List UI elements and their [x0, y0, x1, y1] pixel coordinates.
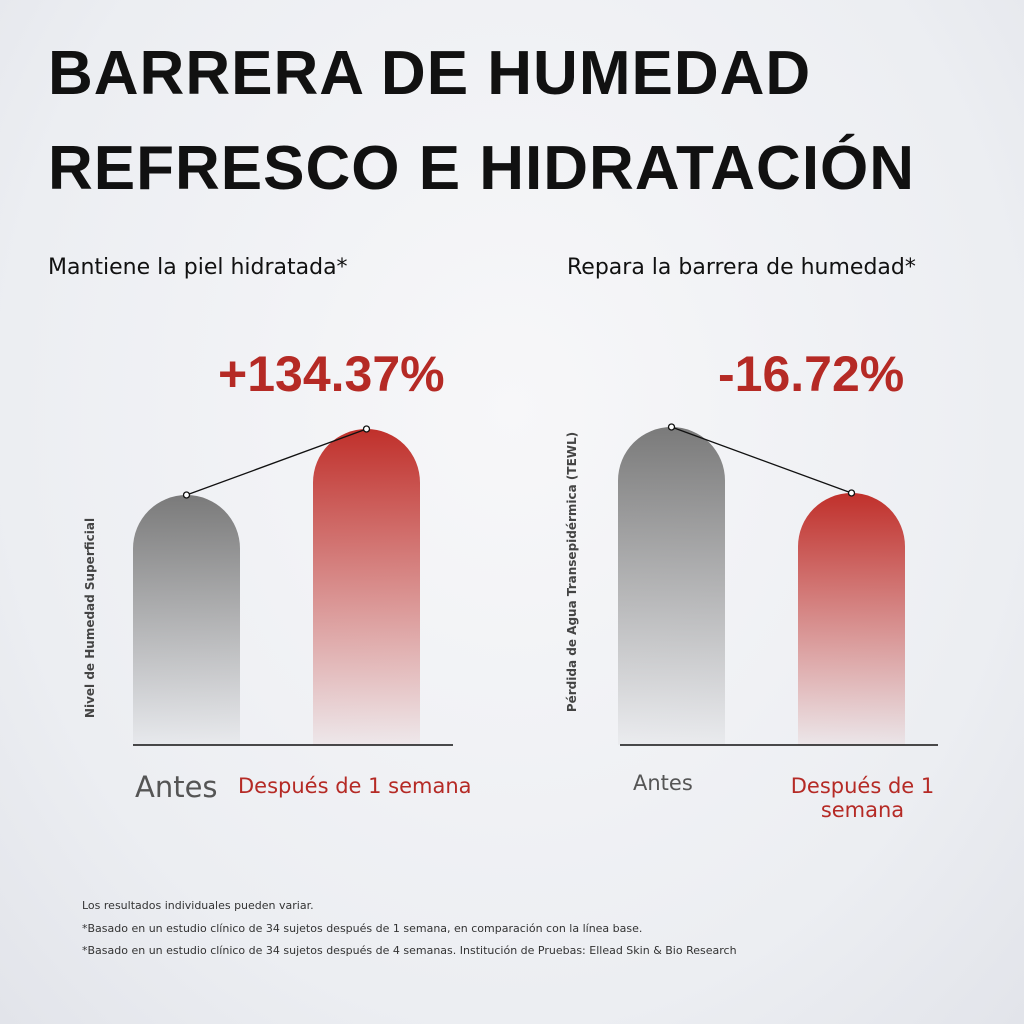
connector-line [186, 428, 367, 496]
annotation: -16.72% [718, 346, 905, 402]
point-marker [182, 491, 191, 499]
title-line: BARRERA DE HUMEDAD [48, 39, 812, 108]
x-tick-label: Antes [135, 770, 218, 804]
bar [618, 426, 725, 745]
connector-line [671, 426, 852, 494]
bar [313, 428, 420, 745]
footnote: *Basado en un estudio clínico de 34 suje… [82, 944, 737, 957]
footnote: *Basado en un estudio clínico de 34 suje… [82, 922, 643, 935]
x-tick-label: Después de 1 semana [790, 774, 935, 822]
bar [798, 493, 905, 745]
chart-subtitle: Repara la barrera de humedad* [567, 255, 916, 280]
point-marker [667, 423, 676, 431]
point-marker [362, 425, 371, 433]
y-axis-label: Pérdida de Agua Transepidérmica (TEWL) [565, 431, 579, 713]
x-tick-label: Antes [633, 771, 693, 795]
point-marker [847, 489, 856, 497]
bar [133, 495, 240, 745]
footnote: Los resultados individuales pueden varia… [82, 899, 314, 912]
chart-subtitle: Mantiene la piel hidratada* [48, 255, 348, 280]
title-line: REFRESCO E HIDRATACIÓN [48, 134, 916, 203]
annotation: +134.37% [218, 346, 445, 402]
x-tick-label: Después de 1 semana [238, 774, 472, 798]
y-axis-label: Nivel de Humedad Superficial [83, 517, 97, 719]
